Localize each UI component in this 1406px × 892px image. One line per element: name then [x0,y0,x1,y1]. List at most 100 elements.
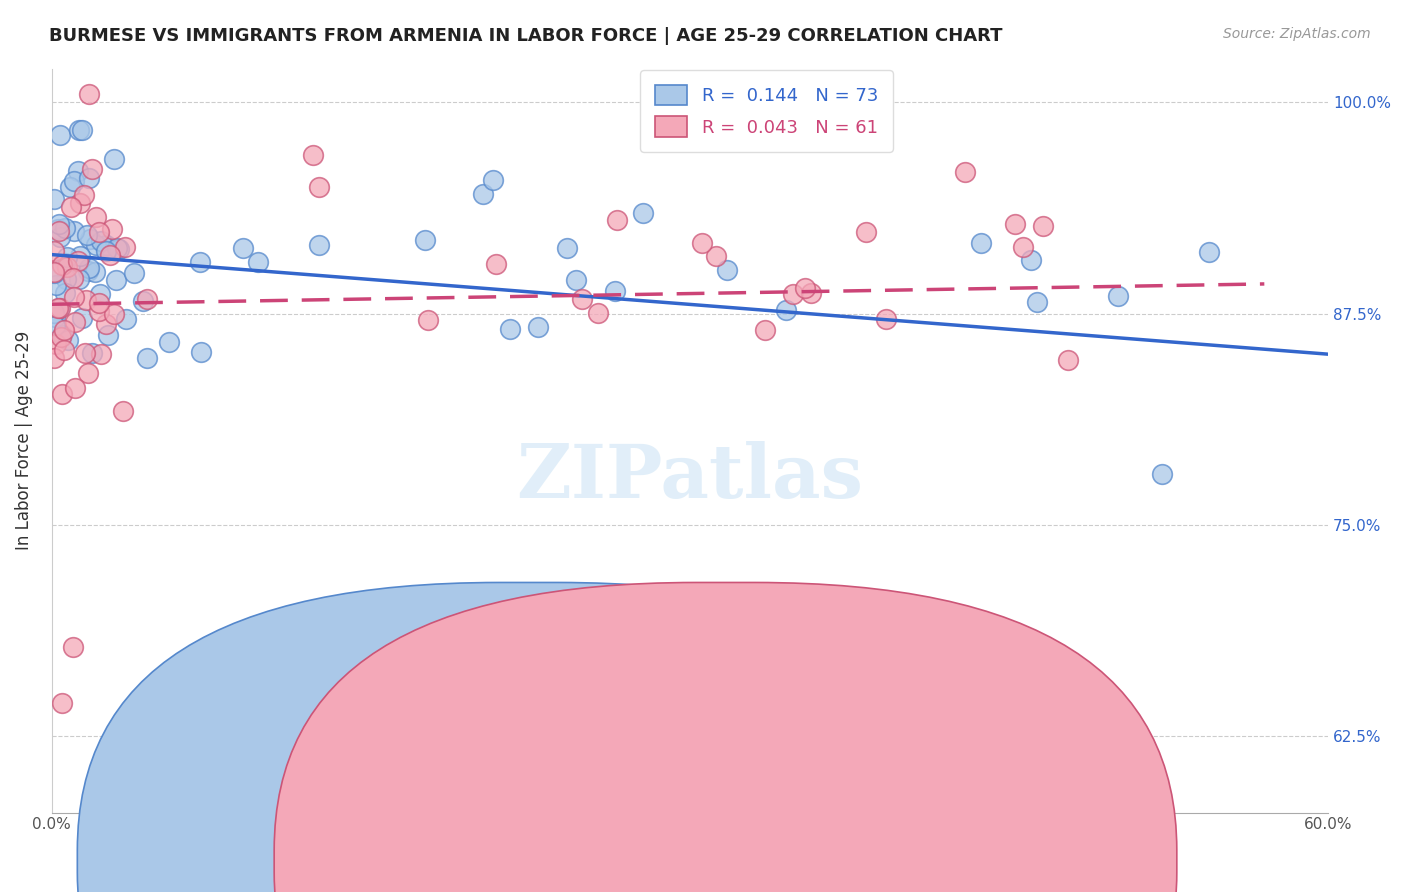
Point [63,315,86,329]
Point [101,222,124,236]
Point [970,236,993,251]
Point [775,303,797,318]
Point [67,123,90,137]
Point [1198,244,1220,259]
Point [70,123,93,137]
Point [79,87,101,101]
Point [59,180,82,194]
Point [75,293,97,307]
Point [55,286,77,301]
Point [704,249,727,263]
Point [716,263,738,277]
Point [136,292,159,306]
Point [122,266,145,280]
Point [564,273,586,287]
Point [70,310,93,325]
Point [49,230,72,244]
Text: ZIPatlas: ZIPatlas [516,442,863,514]
Point [42,193,65,207]
Point [84,210,107,224]
Point [603,284,626,298]
Point [1004,217,1026,231]
Point [98,247,121,261]
Point [499,322,522,336]
Point [1021,253,1043,268]
Point [52,323,75,337]
Point [44,318,66,333]
Text: Burmese: Burmese [569,854,644,871]
Point [90,234,112,248]
Point [62,640,84,654]
Point [633,206,655,220]
Point [1025,295,1047,310]
Point [132,293,155,308]
Point [63,380,86,394]
Point [51,327,73,342]
Point [60,200,83,214]
Point [55,271,77,285]
Point [606,212,628,227]
Point [89,347,111,361]
Point [69,249,91,263]
Point [103,307,125,321]
Point [115,311,138,326]
Point [45,337,67,351]
Point [77,366,100,380]
Point [953,165,976,179]
Point [53,256,76,270]
Point [555,241,578,255]
Point [190,345,212,359]
Point [77,261,100,276]
Point [63,224,86,238]
Point [114,239,136,253]
Point [48,301,70,315]
Point [527,320,550,334]
Y-axis label: In Labor Force | Age 25-29: In Labor Force | Age 25-29 [15,331,32,550]
Point [415,233,437,247]
Point [800,286,823,301]
Point [690,236,713,251]
Point [67,254,90,268]
Point [96,238,118,252]
Point [308,180,330,194]
Point [46,222,69,236]
Point [87,295,110,310]
Point [77,264,100,278]
Point [416,313,439,327]
Point [69,196,91,211]
Point [45,278,67,293]
Point [42,351,65,366]
Point [308,237,330,252]
Point [571,292,593,306]
Point [93,239,115,253]
Point [83,265,105,279]
Point [42,306,65,320]
Point [53,220,76,235]
Text: BURMESE VS IMMIGRANTS FROM ARMENIA IN LABOR FORCE | AGE 25-29 CORRELATION CHART: BURMESE VS IMMIGRANTS FROM ARMENIA IN LA… [49,27,1002,45]
Point [108,242,131,256]
Point [42,265,65,279]
Point [87,225,110,239]
Point [46,301,69,315]
Point [49,330,72,344]
Point [246,255,269,269]
Point [855,225,877,239]
Text: Source: ZipAtlas.com: Source: ZipAtlas.com [1223,27,1371,41]
Point [48,224,70,238]
Point [232,241,254,255]
Point [89,304,111,318]
Point [42,267,65,281]
Point [53,343,76,358]
Point [793,281,815,295]
Point [472,186,495,201]
Point [62,290,84,304]
Point [79,232,101,246]
Point [111,404,134,418]
Point [1032,219,1054,234]
Text: Immigrants from Armenia: Immigrants from Armenia [766,854,980,871]
Point [42,244,65,259]
Point [157,334,180,349]
Point [1012,240,1035,254]
Point [67,272,90,286]
Point [51,387,73,401]
